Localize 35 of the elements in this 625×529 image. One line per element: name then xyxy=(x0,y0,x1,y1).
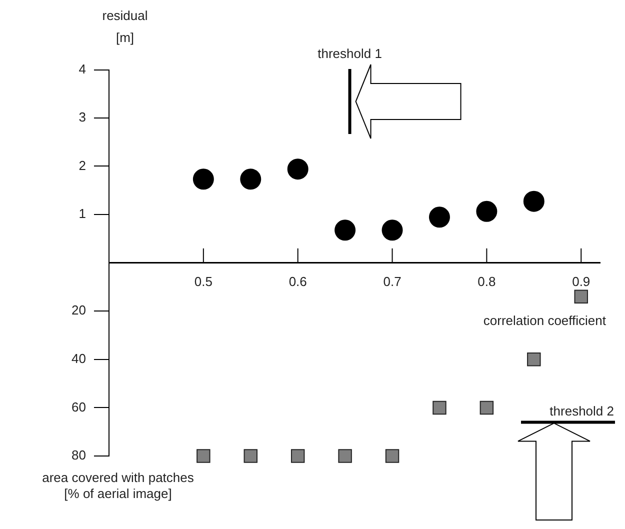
point xyxy=(244,449,258,463)
point xyxy=(338,449,352,463)
x-tick-label: 0.6 xyxy=(288,274,307,289)
point xyxy=(432,400,446,415)
ref-line-label: threshold 1 xyxy=(318,46,382,62)
x-tick-label: 0.9 xyxy=(572,274,590,289)
x-tick-label: 0.7 xyxy=(383,274,402,289)
ref-line-label: threshold 2 xyxy=(550,403,614,418)
y-tick-label: 2 xyxy=(78,158,86,173)
point xyxy=(428,206,450,228)
y-tick-label: 20 xyxy=(72,302,86,318)
point xyxy=(240,168,262,190)
y-axis-title: residual [m] xyxy=(102,8,148,46)
y-tick-label: 80 xyxy=(72,448,86,463)
x-tick-label: 0.8 xyxy=(478,274,496,289)
point xyxy=(382,220,403,241)
point xyxy=(334,220,356,241)
point xyxy=(196,449,210,463)
point xyxy=(290,449,305,463)
y-tick-label: 4 xyxy=(78,62,86,77)
point xyxy=(480,400,494,415)
point xyxy=(385,449,400,463)
x-axis-title: correlation coefficient xyxy=(483,312,606,328)
point xyxy=(287,158,308,180)
point xyxy=(476,200,498,222)
y-tick-label: 1 xyxy=(78,206,86,221)
y-tick-label: 60 xyxy=(72,399,86,414)
x-tick-label: 0.5 xyxy=(194,274,212,289)
point xyxy=(523,190,544,212)
y-tick-label: 3 xyxy=(78,110,86,125)
point xyxy=(527,352,541,366)
point xyxy=(192,168,214,190)
y-tick-label: 40 xyxy=(72,350,86,366)
y-axis-title: area covered with patches [% of aerial image] xyxy=(42,470,194,502)
point xyxy=(574,290,588,304)
